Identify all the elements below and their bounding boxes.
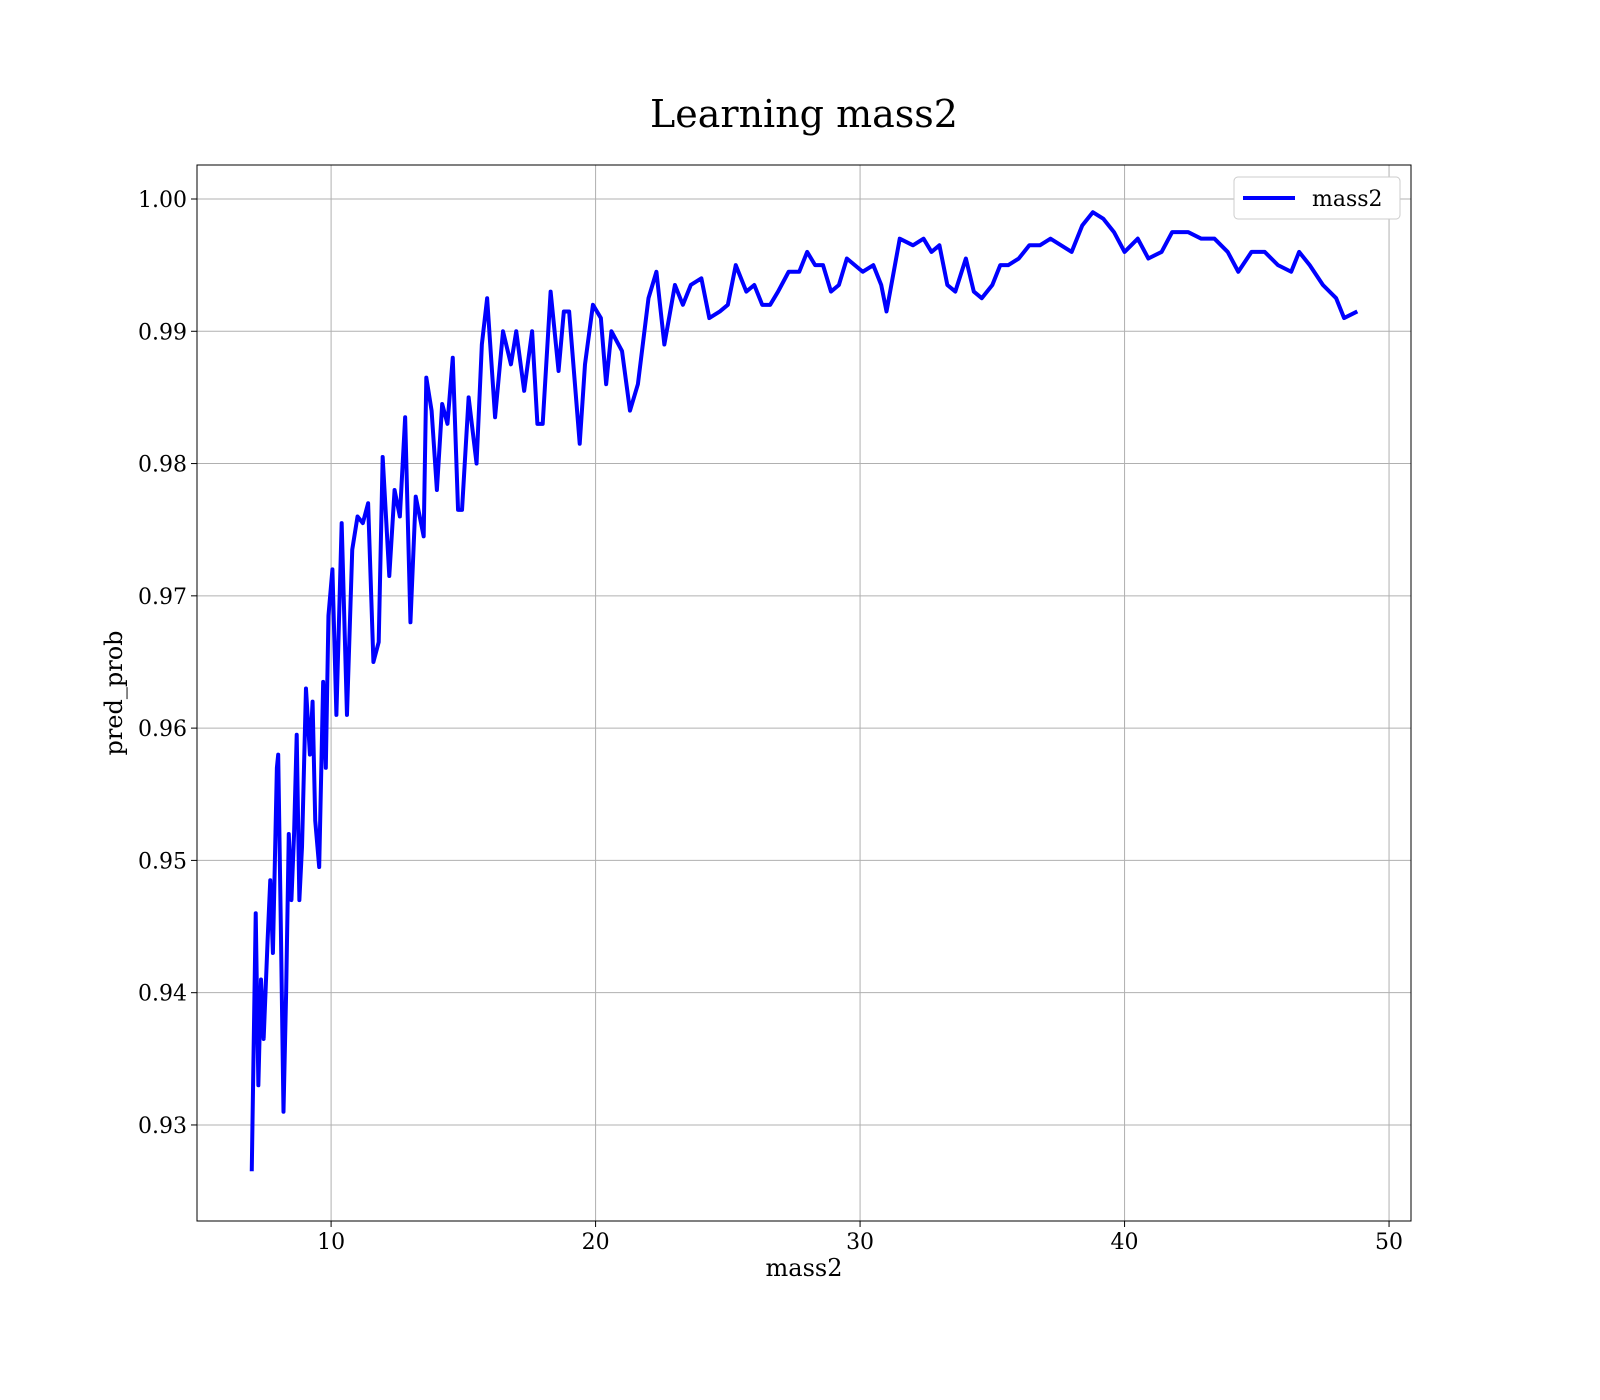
y-axis-label: pred_prob bbox=[100, 630, 128, 755]
data-line bbox=[249, 210, 1359, 1172]
x-tick-label: 40 bbox=[1111, 1230, 1139, 1255]
x-tick-label: 10 bbox=[317, 1230, 345, 1255]
x-axis-label: mass2 bbox=[766, 1254, 843, 1282]
x-tick-label: 50 bbox=[1375, 1230, 1403, 1255]
legend-box bbox=[1233, 176, 1401, 220]
x-tick-label: 20 bbox=[582, 1230, 610, 1255]
y-tick-label: 0.96 bbox=[138, 717, 187, 742]
y-tick-label: 1.00 bbox=[138, 188, 187, 213]
plot-frame bbox=[196, 164, 1412, 1222]
y-tick-label: 0.93 bbox=[138, 1114, 187, 1139]
chart-title: Learning mass2 bbox=[650, 92, 958, 136]
x-tick-label: 30 bbox=[846, 1230, 874, 1255]
y-tick-label: 0.99 bbox=[138, 320, 187, 345]
legend-label: mass2 bbox=[1312, 187, 1383, 212]
y-tick-label: 0.95 bbox=[138, 849, 187, 874]
y-tick-label: 0.97 bbox=[138, 585, 187, 610]
y-tick-label: 0.94 bbox=[138, 982, 187, 1007]
y-tick-label: 0.98 bbox=[138, 453, 187, 478]
